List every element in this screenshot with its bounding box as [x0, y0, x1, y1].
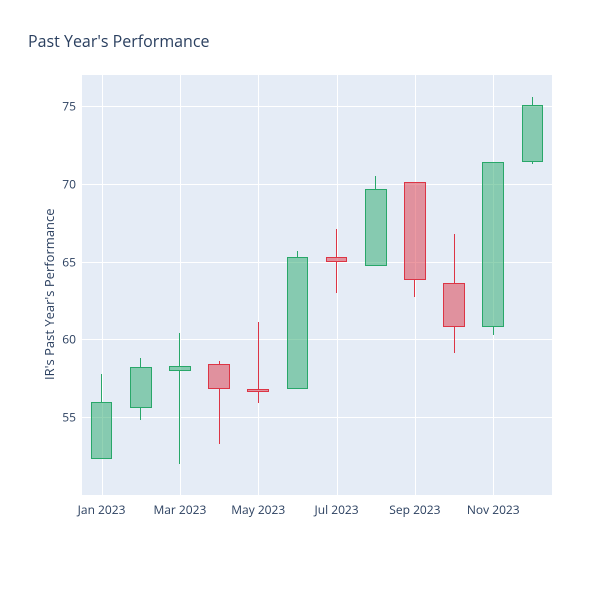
y-tick-label: 75	[48, 98, 76, 115]
gridline-h	[82, 339, 552, 340]
candle-body	[443, 283, 465, 327]
chart-title: Past Year's Performance	[28, 30, 210, 52]
candle-wick-lower	[336, 262, 337, 293]
candle-body	[482, 162, 504, 327]
candle-body	[326, 257, 348, 262]
candle-wick-upper	[258, 322, 259, 389]
candle-wick-lower	[414, 280, 415, 297]
candle-wick-upper	[454, 234, 455, 284]
x-tick-label: May 2023	[231, 501, 285, 518]
y-tick-label: 70	[48, 175, 76, 192]
gridline-h	[82, 417, 552, 418]
candle-wick-upper	[375, 176, 376, 188]
x-tick-label: Nov 2023	[467, 501, 520, 518]
candle-body	[247, 389, 269, 392]
candle-wick-lower	[258, 392, 259, 403]
candle-wick-lower	[140, 408, 141, 420]
candle-wick-lower	[454, 327, 455, 353]
candle-body	[404, 182, 426, 280]
x-tick-label: Jan 2023	[78, 501, 126, 518]
candle-wick-lower	[532, 162, 533, 164]
candle-body	[91, 402, 113, 460]
x-tick-label: Jul 2023	[314, 501, 358, 518]
y-tick-label: 60	[48, 331, 76, 348]
candle-body	[287, 257, 309, 389]
candle-body	[365, 189, 387, 267]
candle-wick-upper	[179, 333, 180, 366]
gridline-v	[258, 75, 259, 495]
candle-body	[208, 364, 230, 389]
candle-wick-lower	[219, 389, 220, 443]
candle-wick-lower	[179, 371, 180, 464]
x-tick-label: Sep 2023	[389, 501, 440, 518]
candle-wick-upper	[532, 97, 533, 105]
x-tick-label: Mar 2023	[153, 501, 206, 518]
candle-body	[522, 105, 544, 163]
candle-body	[130, 367, 152, 407]
plot-area	[82, 75, 552, 495]
candle-wick-upper	[140, 358, 141, 367]
y-axis-label: IR's Past Year's Performance	[40, 208, 58, 380]
candle-wick-lower	[493, 327, 494, 335]
candle-wick-upper	[336, 229, 337, 257]
candle-wick-upper	[101, 374, 102, 402]
y-tick-label: 65	[48, 253, 76, 270]
y-tick-label: 55	[48, 409, 76, 426]
candle-body	[169, 366, 191, 371]
gridline-h	[82, 106, 552, 107]
